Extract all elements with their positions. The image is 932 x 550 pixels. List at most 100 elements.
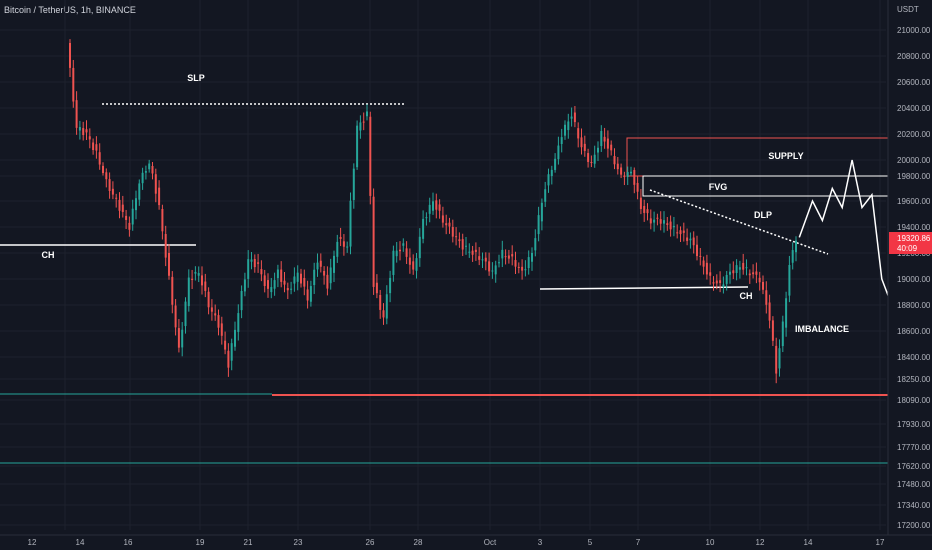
candle-body xyxy=(603,136,606,142)
candle-body xyxy=(75,100,78,128)
candle-body xyxy=(788,264,791,296)
candle-body xyxy=(82,128,85,136)
candle-body xyxy=(141,172,144,184)
time-tick-label: Oct xyxy=(484,538,497,547)
candle-body xyxy=(405,248,408,257)
candle-body xyxy=(243,279,246,292)
candle-body xyxy=(646,209,649,214)
candle-body xyxy=(418,236,421,259)
slp-label: SLP xyxy=(187,73,205,83)
candle-body xyxy=(514,260,517,267)
candle-body xyxy=(135,198,137,211)
price-tick-label: 17930.00 xyxy=(897,420,931,429)
candle-body xyxy=(69,43,71,68)
candle-body xyxy=(705,262,708,275)
candle-body xyxy=(309,286,312,302)
candle-body xyxy=(237,313,240,332)
candle-body xyxy=(240,290,243,311)
candle-body xyxy=(775,345,778,374)
candle-body xyxy=(613,156,616,165)
candle-body xyxy=(174,305,177,328)
candle-body xyxy=(125,215,128,220)
candle-body xyxy=(623,175,626,178)
candle-body xyxy=(620,167,623,175)
dlp-label: DLP xyxy=(754,210,772,220)
candle-body xyxy=(217,315,220,328)
candle-body xyxy=(557,145,560,160)
candle-body xyxy=(771,320,774,341)
time-tick-label: 3 xyxy=(538,538,543,547)
candle-body xyxy=(544,189,547,202)
candle-body xyxy=(593,154,596,164)
candle-body xyxy=(372,196,375,287)
candle-body xyxy=(333,255,335,273)
candle-body xyxy=(527,257,530,269)
candle-body xyxy=(270,287,273,293)
time-tick-label: 19 xyxy=(196,538,205,547)
candle-body xyxy=(171,276,174,305)
candle-body xyxy=(154,174,157,194)
candle-body xyxy=(616,163,619,170)
candle-body xyxy=(296,272,299,282)
time-tick-label: 28 xyxy=(414,538,423,547)
candle-body xyxy=(738,267,741,270)
candle-body xyxy=(191,278,194,280)
candle-body xyxy=(745,267,748,269)
candle-body xyxy=(441,215,444,223)
candle-body xyxy=(778,348,781,369)
candle-body xyxy=(735,265,738,274)
candle-body xyxy=(263,275,266,286)
time-tick-label: 7 xyxy=(636,538,641,547)
candle-body xyxy=(590,161,593,163)
candle-body xyxy=(283,280,286,285)
candle-body xyxy=(659,219,662,224)
candle-body xyxy=(382,310,385,318)
candle-body xyxy=(408,257,411,265)
candle-body xyxy=(445,223,448,226)
candle-body xyxy=(102,165,104,174)
candle-body xyxy=(303,278,306,287)
candle-body xyxy=(379,295,382,310)
candle-body xyxy=(689,238,692,241)
candle-body xyxy=(428,204,431,214)
candle-body xyxy=(247,259,250,279)
candle-body xyxy=(702,260,705,267)
candle-body xyxy=(148,163,151,170)
candle-body xyxy=(375,282,378,294)
price-tick-label: 17200.00 xyxy=(897,521,931,530)
candle-body xyxy=(461,239,464,250)
candle-body xyxy=(732,270,735,274)
candle-body xyxy=(696,244,698,257)
candle-body xyxy=(465,245,467,247)
time-tick-label: 14 xyxy=(76,538,85,547)
candle-body xyxy=(600,131,603,147)
candle-body xyxy=(435,200,438,210)
candle-body xyxy=(748,273,751,276)
candle-body xyxy=(422,218,425,239)
candle-body xyxy=(715,280,718,284)
candle-body xyxy=(313,269,316,286)
candle-body xyxy=(95,144,98,151)
candle-body xyxy=(339,237,342,239)
candle-body xyxy=(639,197,642,210)
fvg-label: FVG xyxy=(709,182,728,192)
candle-body xyxy=(181,329,184,348)
candle-body xyxy=(653,219,656,223)
price-tick-label: 21000.00 xyxy=(897,26,931,35)
candle-body xyxy=(709,272,712,276)
candle-body xyxy=(676,232,679,234)
candle-body xyxy=(455,236,458,238)
candle-body xyxy=(712,282,715,284)
candle-body xyxy=(587,153,590,162)
candle-body xyxy=(471,250,474,255)
candle-body xyxy=(88,136,91,140)
candle-body xyxy=(329,267,332,284)
candle-body xyxy=(531,252,533,262)
current-price-tag xyxy=(889,232,932,254)
candle-body xyxy=(177,328,180,348)
candle-body xyxy=(280,269,283,282)
candle-body xyxy=(791,250,794,263)
candle-body xyxy=(540,202,543,222)
